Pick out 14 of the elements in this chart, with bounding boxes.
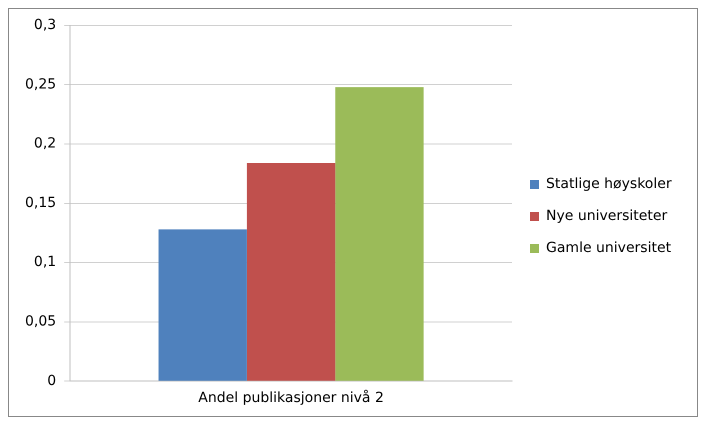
- y-tick-label: 0,25: [25, 76, 56, 92]
- legend-label: Nye universiteter: [546, 208, 668, 224]
- bar: [158, 229, 247, 381]
- bar: [246, 162, 336, 381]
- legend-label: Gamle universitet: [546, 240, 672, 256]
- y-tick-label: 0,2: [34, 136, 56, 152]
- bar: [335, 87, 424, 381]
- y-tick-label: 0: [47, 372, 56, 389]
- y-tick-label: 0,05: [25, 314, 56, 330]
- y-tick-label: 0,15: [25, 194, 56, 211]
- x-tick-label: Andel publikasjoner nivå 2: [198, 389, 384, 406]
- legend-label: Statlige høyskoler: [546, 176, 672, 192]
- y-tick-label: 0,1: [34, 254, 56, 270]
- y-tick-label: 0,3: [34, 17, 56, 34]
